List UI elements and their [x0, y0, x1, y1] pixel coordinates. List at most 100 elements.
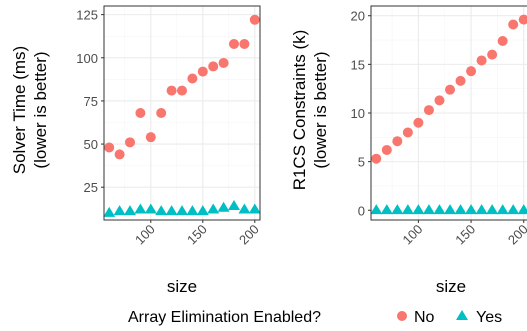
right-chart-point-no	[455, 75, 466, 86]
left-chart-y-tick-label: 25	[84, 180, 98, 195]
right-chart-point-yes	[444, 204, 456, 215]
left-chart-y-axis-title-line2: (lower is better)	[31, 51, 50, 168]
left-chart-point-yes	[124, 205, 136, 216]
left-chart-point-yes	[217, 201, 230, 212]
right-chart-x-axis-title: size	[436, 277, 466, 296]
right-chart-point-no	[371, 153, 382, 164]
left-chart-point-no	[135, 108, 146, 118]
left-chart-point-no	[208, 61, 219, 72]
right-chart-point-no	[445, 84, 455, 95]
left-chart-point-no	[166, 85, 177, 96]
left-chart-point-no	[187, 73, 198, 84]
legend-yes-label: Yes	[476, 309, 502, 326]
right-chart-y-ticks: 0 5 10 15 20	[351, 9, 371, 218]
right-chart-point-yes	[496, 204, 509, 215]
left-chart-y-tick-label: 100	[76, 51, 98, 66]
legend-title: Array Elimination Enabled?	[128, 309, 321, 326]
right-chart-point-yes	[433, 204, 446, 215]
left-chart-grid	[104, 6, 260, 220]
right-chart-point-yes	[391, 204, 404, 215]
right-chart-y-axis-title-line1: R1CS Constraints (k)	[290, 30, 309, 191]
right-chart-point-yes	[401, 204, 414, 215]
left-chart-point-no	[145, 132, 156, 143]
left-chart-point-no	[125, 137, 135, 148]
right-chart-point-no	[402, 127, 413, 138]
left-chart-point-yes	[207, 203, 220, 214]
right-chart-point-yes	[422, 204, 435, 215]
right-chart-point-no	[423, 105, 434, 116]
right-chart-point-no	[466, 66, 477, 77]
right-chart-point-yes	[454, 204, 467, 215]
right-chart-point-no	[413, 117, 424, 128]
right-chart-point-no	[392, 136, 403, 147]
legend-no-marker-icon	[397, 311, 407, 321]
left-chart-point-no	[197, 66, 208, 77]
right-chart-marks	[370, 14, 527, 215]
right-chart-y-tick-label: 5	[358, 155, 365, 170]
right-chart-point-no	[508, 19, 519, 30]
left-chart-point-no	[249, 14, 260, 25]
left-chart-point-no	[239, 38, 250, 49]
left-chart-y-ticks: 25 50 75 100 125	[76, 8, 104, 195]
right-chart-point-no	[434, 95, 445, 106]
left-chart-point-yes	[238, 203, 251, 214]
legend: Array Elimination Enabled? No Yes	[128, 309, 502, 326]
left-chart-point-yes	[134, 203, 147, 214]
right-chart-x-tick-label: 150	[452, 222, 478, 248]
left-chart-point-no	[177, 85, 187, 96]
right-chart-point-no	[518, 14, 527, 25]
right-chart-point-yes	[370, 204, 383, 215]
left-chart-point-yes	[196, 205, 209, 216]
left-chart-point-yes	[155, 205, 168, 216]
left-chart-panel-border	[103, 5, 261, 221]
right-chart-point-yes	[380, 204, 393, 215]
right-chart-y-tick-label: 0	[358, 203, 365, 218]
left-chart-point-no	[156, 108, 167, 118]
right-chart-x-tick-label: 100	[400, 222, 426, 248]
left-chart-point-yes	[228, 199, 240, 210]
right-chart-y-axis-title-line2: (lower is better)	[311, 51, 330, 168]
right-chart-point-yes	[507, 204, 520, 215]
right-chart-point-no	[476, 55, 487, 66]
left-chart-point-yes	[144, 203, 157, 214]
legend-no-label: No	[414, 309, 435, 326]
right-chart-grid	[371, 6, 527, 220]
left-chart-point-yes	[103, 206, 116, 217]
left-chart-point-yes	[165, 205, 178, 216]
left-chart-y-tick-label: 75	[84, 94, 98, 109]
left-chart-point-no	[114, 149, 125, 160]
left-chart-y-tick-label: 50	[84, 137, 98, 152]
right-chart-y-tick-label: 20	[351, 9, 365, 24]
right-chart-point-yes	[475, 204, 488, 215]
right-chart-x-tick-label: 200	[505, 222, 527, 248]
left-chart-point-no	[229, 38, 239, 49]
left-chart-point-no	[218, 57, 229, 68]
left-chart-x-axis-title: size	[167, 277, 197, 296]
right-chart-y-tick-label: 10	[351, 106, 365, 121]
right-chart-point-yes	[486, 204, 499, 215]
right-chart-point-yes	[465, 204, 478, 215]
right-chart: 0 5 10 15 20 100 150 200 size R1CS Constraints…	[290, 5, 527, 296]
right-chart-y-tick-label: 15	[351, 57, 365, 72]
right-chart-point-no	[497, 36, 508, 47]
left-chart-marks	[103, 14, 261, 217]
left-chart-point-yes	[176, 205, 188, 216]
right-chart-point-no	[381, 144, 392, 155]
left-chart-x-tick-label: 100	[132, 222, 158, 248]
left-chart: 25 50 75 100 125 100 150 200 size Solver Time …	[10, 5, 262, 296]
right-chart-point-yes	[412, 204, 425, 215]
left-chart-y-axis-title-line1: Solver Time (ms)	[10, 46, 29, 174]
left-chart-x-ticks: 100 150 200	[132, 220, 262, 247]
left-chart-panel-bg	[104, 6, 260, 220]
right-chart-point-yes	[517, 204, 527, 215]
left-chart-x-tick-label: 150	[184, 222, 210, 248]
left-chart-point-yes	[186, 205, 199, 216]
left-chart-y-tick-label: 125	[76, 8, 98, 23]
right-chart-x-ticks: 100 150 200	[400, 220, 527, 247]
legend-yes-marker-icon	[456, 310, 468, 320]
right-chart-point-no	[487, 49, 498, 60]
left-chart-x-tick-label: 200	[236, 222, 262, 248]
left-chart-point-yes	[248, 203, 261, 214]
left-chart-point-no	[104, 142, 115, 153]
